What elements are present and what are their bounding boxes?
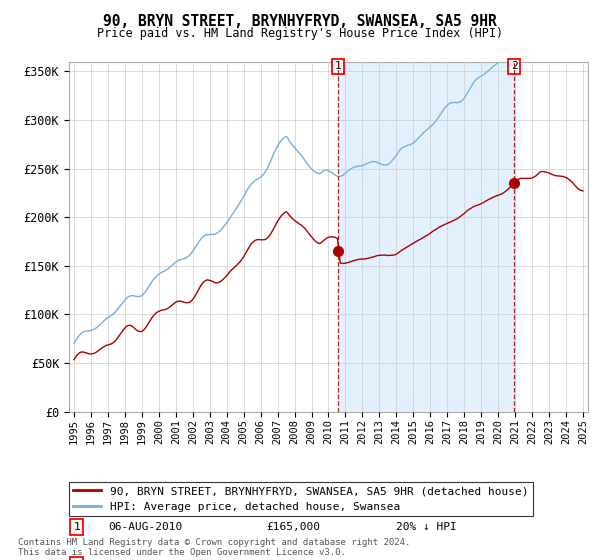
Text: 90, BRYN STREET, BRYNHYFRYD, SWANSEA, SA5 9HR: 90, BRYN STREET, BRYNHYFRYD, SWANSEA, SA… (103, 14, 497, 29)
Text: 1: 1 (73, 522, 80, 532)
Text: £165,000: £165,000 (266, 522, 320, 532)
Text: Contains HM Land Registry data © Crown copyright and database right 2024.
This d: Contains HM Land Registry data © Crown c… (18, 538, 410, 557)
Text: 06-AUG-2010: 06-AUG-2010 (108, 522, 182, 532)
Text: 1: 1 (335, 62, 342, 72)
Text: 2: 2 (511, 62, 518, 72)
Bar (338, 62, 514, 412)
Text: 20% ↓ HPI: 20% ↓ HPI (396, 522, 457, 532)
Text: Price paid vs. HM Land Registry's House Price Index (HPI): Price paid vs. HM Land Registry's House … (97, 27, 503, 40)
Legend: 90, BRYN STREET, BRYNHYFRYD, SWANSEA, SA5 9HR (detached house), HPI: Average pri: 90, BRYN STREET, BRYNHYFRYD, SWANSEA, SA… (69, 482, 533, 516)
